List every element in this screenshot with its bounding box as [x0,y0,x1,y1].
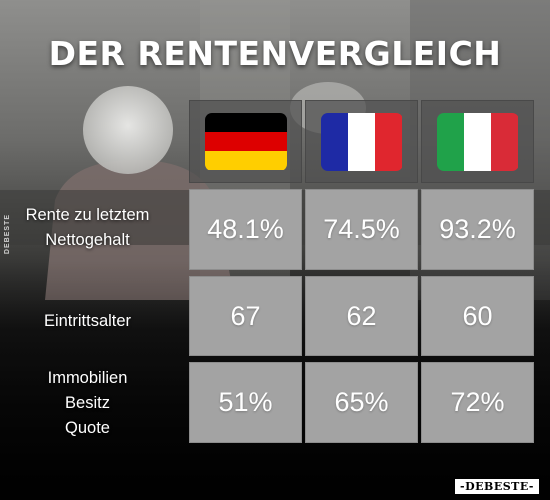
flag-stripe [436,112,464,171]
corner-watermark: -DEBESTE- [454,478,540,495]
row-label-line: Besitz [65,394,110,412]
flag-stripe [347,112,376,171]
france-flag-icon [320,112,403,171]
value-cell-france-eintritt: 62 [305,276,418,356]
flag-stripe [320,112,348,171]
value-cell-germany-rente: 48.1% [189,189,302,270]
row-label-line: Rente zu letztem [25,206,150,224]
value-cell-italy-eintritt: 60 [421,276,534,356]
value-cell-italy-immobilien: 72% [421,362,534,443]
row-label-line: Quote [65,419,110,437]
row-label-eintritt: Eintrittsalter [0,309,175,334]
value-cell-france-rente: 74.5% [305,189,418,270]
flag-cell-france [305,100,418,183]
flag-stripe [204,112,287,132]
value-cell-italy-rente: 93.2% [421,189,534,270]
row-label-immobilien: Immobilien Besitz Quote [0,366,175,441]
row-label-rente: Rente zu letztem Nettogehalt [0,203,175,253]
flag-stripe [375,112,403,171]
flag-stripe [204,131,287,152]
flag-stripe [463,112,492,171]
page-title: DER RENTENVERGLEICH [48,34,502,73]
row-label-line: Eintrittsalter [43,312,132,330]
italy-flag-icon [436,112,519,171]
flag-stripe [491,112,519,171]
row-label-line: Immobilien [47,369,128,387]
flag-cell-germany [189,100,302,183]
value-cell-france-immobilien: 65% [305,362,418,443]
value-cell-germany-eintritt: 67 [189,276,302,356]
value-cell-germany-immobilien: 51% [189,362,302,443]
flag-cell-italy [421,100,534,183]
row-label-line: Nettogehalt [45,231,130,249]
flag-stripe [204,151,287,171]
germany-flag-icon [204,112,287,171]
